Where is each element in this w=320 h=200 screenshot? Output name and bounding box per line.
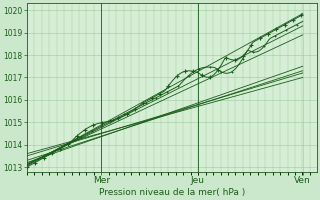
X-axis label: Pression niveau de la mer( hPa ): Pression niveau de la mer( hPa )	[99, 188, 245, 197]
